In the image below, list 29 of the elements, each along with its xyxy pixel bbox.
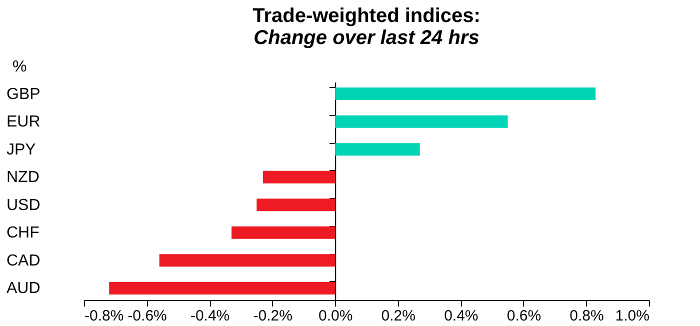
- x-tick-label: 1.0%: [615, 308, 650, 324]
- y-tick-label: GBP: [6, 86, 40, 103]
- y-tick-label: CAD: [6, 252, 40, 270]
- chart-subtitle: Change over last 24 hrs: [254, 27, 480, 49]
- x-tick-label: 0.0%: [318, 308, 353, 324]
- bar: [256, 198, 336, 212]
- bar: [109, 282, 336, 294]
- x-tick-label: 0.2%: [381, 308, 416, 324]
- y-tick-label: USD: [6, 196, 40, 214]
- bar: [232, 226, 336, 239]
- y-tick-label: NZD: [6, 169, 40, 186]
- bar: [262, 170, 336, 184]
- chart-title: Trade-weighted indices:: [252, 5, 480, 27]
- y-tick-label: CHF: [6, 224, 40, 242]
- bar: [335, 115, 508, 128]
- x-tick-label: -0.4%: [190, 308, 230, 324]
- x-tick-label: -0.6%: [128, 308, 167, 324]
- y-axis-title: %: [12, 58, 27, 76]
- y-tick-label: AUD: [6, 280, 40, 298]
- x-tick-label: 0.8%: [570, 308, 604, 324]
- x-tick-label: -0.8%: [84, 308, 124, 324]
- x-tick-label: 0.6%: [506, 308, 542, 324]
- y-tick-label: JPY: [6, 141, 36, 158]
- x-tick-label: 0.4%: [444, 308, 478, 324]
- bar: [159, 254, 336, 267]
- x-tick-label: -0.2%: [253, 308, 292, 324]
- bar: [335, 143, 420, 156]
- y-tick-label: EUR: [6, 114, 40, 131]
- bar: [335, 88, 596, 100]
